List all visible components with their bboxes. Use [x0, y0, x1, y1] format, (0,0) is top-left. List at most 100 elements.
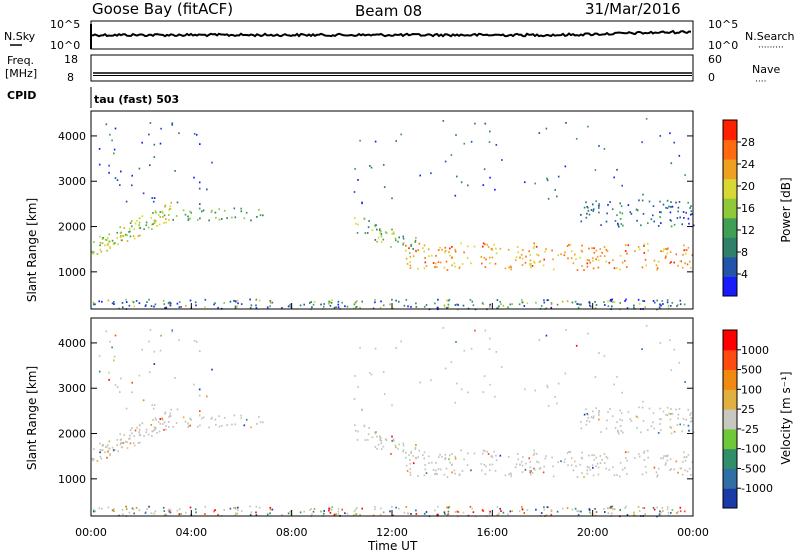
power-cell	[637, 246, 640, 248]
power-cell	[519, 256, 521, 259]
power-cell	[659, 211, 661, 213]
velocity-cell	[412, 455, 414, 457]
power-cell	[499, 300, 501, 303]
velocity-cell	[364, 439, 367, 441]
velocity-cell	[550, 513, 553, 516]
velocity-cell	[218, 415, 220, 418]
power-cell	[131, 300, 134, 303]
velocity-cell	[540, 512, 543, 514]
power-cell	[194, 301, 197, 304]
power-cell	[467, 184, 469, 187]
velocity-cell	[470, 469, 472, 472]
power-cell	[287, 305, 290, 308]
power-cell	[455, 134, 457, 136]
velocity-cell	[159, 423, 162, 425]
velocity-cell	[180, 513, 182, 515]
velocity-cell	[659, 342, 662, 344]
power-cell	[391, 228, 393, 231]
velocity-cell	[437, 513, 439, 516]
power-cell	[408, 247, 410, 250]
power-cell	[595, 249, 598, 252]
velocity-cell	[128, 511, 131, 514]
velocity-cell	[607, 411, 609, 413]
velocity-cell	[619, 475, 621, 478]
power-cell	[666, 301, 669, 304]
velocity-y-axis-label: Slant Range [km]	[25, 366, 39, 470]
velocity-cell	[586, 466, 589, 468]
velocity-cell	[666, 455, 668, 458]
power-cell	[175, 215, 178, 217]
velocity-cell	[528, 457, 530, 460]
power-cell	[323, 303, 325, 305]
velocity-cell	[99, 442, 101, 445]
power-cell	[409, 261, 411, 263]
power-cell	[467, 245, 469, 248]
velocity-cell	[328, 507, 330, 510]
power-cell	[391, 233, 393, 235]
power-cell	[409, 264, 412, 267]
power-cell	[262, 214, 264, 217]
power-cell	[583, 206, 586, 209]
colorbar-tick-label: 100	[741, 383, 762, 396]
velocity-cell	[680, 467, 682, 470]
power-cell	[611, 208, 614, 211]
velocity-cell	[612, 466, 614, 469]
velocity-cell	[384, 438, 387, 441]
velocity-cell	[443, 473, 446, 476]
power-cell	[211, 161, 213, 164]
velocity-cell	[589, 468, 592, 471]
velocity-cell	[380, 442, 383, 445]
velocity-cell	[449, 454, 451, 457]
power-cell	[133, 237, 136, 240]
velocity-cell	[660, 418, 662, 421]
velocity-cell	[444, 457, 447, 459]
velocity-cell	[495, 351, 498, 353]
power-cell	[171, 122, 174, 125]
power-cell	[653, 220, 655, 223]
velocity-cell	[99, 448, 102, 451]
velocity-cell	[556, 402, 558, 405]
velocity-cell	[657, 467, 660, 470]
x-tick-label: 12:00	[376, 526, 408, 539]
nave-tick-low: 0	[708, 71, 715, 84]
power-cell	[117, 243, 119, 246]
velocity-cell	[589, 509, 591, 512]
velocity-cell	[593, 454, 595, 457]
power-cell	[361, 300, 363, 303]
power-cell	[369, 165, 371, 167]
power-cell	[643, 243, 646, 246]
power-cell	[561, 300, 564, 303]
velocity-cell	[355, 513, 357, 516]
velocity-cell	[163, 421, 166, 424]
power-cell	[581, 265, 583, 267]
velocity-cell	[119, 391, 121, 393]
velocity-cell	[108, 440, 111, 443]
y-tick-label: 3000	[58, 175, 86, 188]
velocity-cell	[614, 427, 617, 429]
power-cell	[417, 268, 419, 270]
power-cell	[164, 204, 167, 207]
power-cell	[234, 216, 237, 219]
power-cell	[424, 257, 426, 259]
power-cell	[165, 306, 168, 309]
power-cell	[669, 132, 671, 135]
power-cell	[489, 130, 491, 133]
velocity-cell	[213, 510, 215, 513]
velocity-cell	[576, 510, 578, 512]
power-cell	[159, 142, 162, 145]
velocity-cell	[154, 426, 157, 429]
velocity-cell	[269, 508, 272, 511]
power-cell	[249, 306, 252, 309]
power-cell	[509, 303, 512, 306]
power-cell	[482, 184, 485, 186]
power-cell	[577, 306, 580, 309]
power-cell	[104, 244, 106, 247]
power-cell	[195, 304, 197, 307]
power-cell	[320, 303, 322, 306]
power-cell	[154, 210, 157, 213]
power-cell	[484, 122, 487, 125]
velocity-cell	[108, 371, 110, 374]
power-cell	[237, 302, 239, 305]
power-cell	[299, 304, 302, 307]
power-cell	[657, 225, 660, 227]
